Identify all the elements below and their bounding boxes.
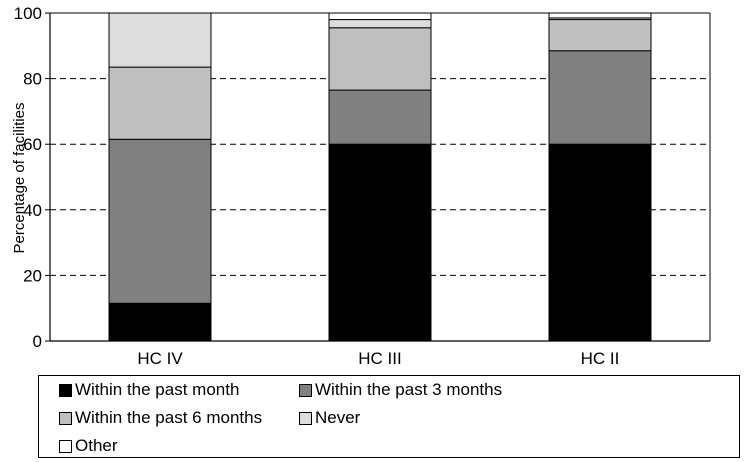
x-tick-label: HC II xyxy=(581,349,620,368)
bar-segment xyxy=(108,302,212,342)
x-tick-label: HC III xyxy=(358,349,401,368)
bar-segment xyxy=(328,19,432,29)
bar-segment xyxy=(548,143,652,342)
bar-segment xyxy=(108,12,212,68)
y-axis-label: Percentage of facilities xyxy=(11,103,28,254)
legend-swatch xyxy=(59,411,72,425)
legend-swatch xyxy=(59,439,72,453)
y-tick-label: 80 xyxy=(23,70,42,89)
legend-label: Within the past month xyxy=(75,380,240,399)
bar-segment xyxy=(328,143,432,342)
bar-segment xyxy=(548,50,652,145)
legend-swatch xyxy=(299,383,312,397)
bar-segment xyxy=(328,12,432,21)
bar-segment xyxy=(328,27,432,91)
legend-item-within-past-3-months: Within the past 3 months xyxy=(299,380,502,400)
stacked-bar-chart: Percentage of facilities 0 20 40 60 80 100 HC… xyxy=(11,4,711,368)
legend-item-within-past-6-months: Within the past 6 months xyxy=(59,408,262,428)
y-tick-label: 40 xyxy=(23,201,42,220)
y-tick-label: 20 xyxy=(23,266,42,285)
bar-segment xyxy=(108,138,212,304)
y-tick-label: 0 xyxy=(33,332,42,351)
legend: Within the past month Within the past 3 … xyxy=(38,375,740,458)
legend-label: Other xyxy=(75,436,118,455)
legend-item-within-past-month: Within the past month xyxy=(59,380,239,400)
bar-segment xyxy=(108,66,212,140)
y-tick-label: 60 xyxy=(23,135,42,154)
x-tick-label: HC IV xyxy=(137,349,183,368)
legend-swatch xyxy=(299,411,312,425)
bar-segment xyxy=(548,12,652,19)
bar-segment xyxy=(548,19,652,52)
legend-label: Within the past 3 months xyxy=(315,380,503,399)
y-tick-label: 100 xyxy=(14,4,42,23)
bar-segment xyxy=(328,89,432,145)
legend-item-never: Never xyxy=(299,408,360,428)
legend-swatch xyxy=(59,383,72,397)
legend-item-other: Other xyxy=(59,436,118,456)
legend-label: Within the past 6 months xyxy=(75,408,263,427)
legend-label: Never xyxy=(315,408,361,427)
